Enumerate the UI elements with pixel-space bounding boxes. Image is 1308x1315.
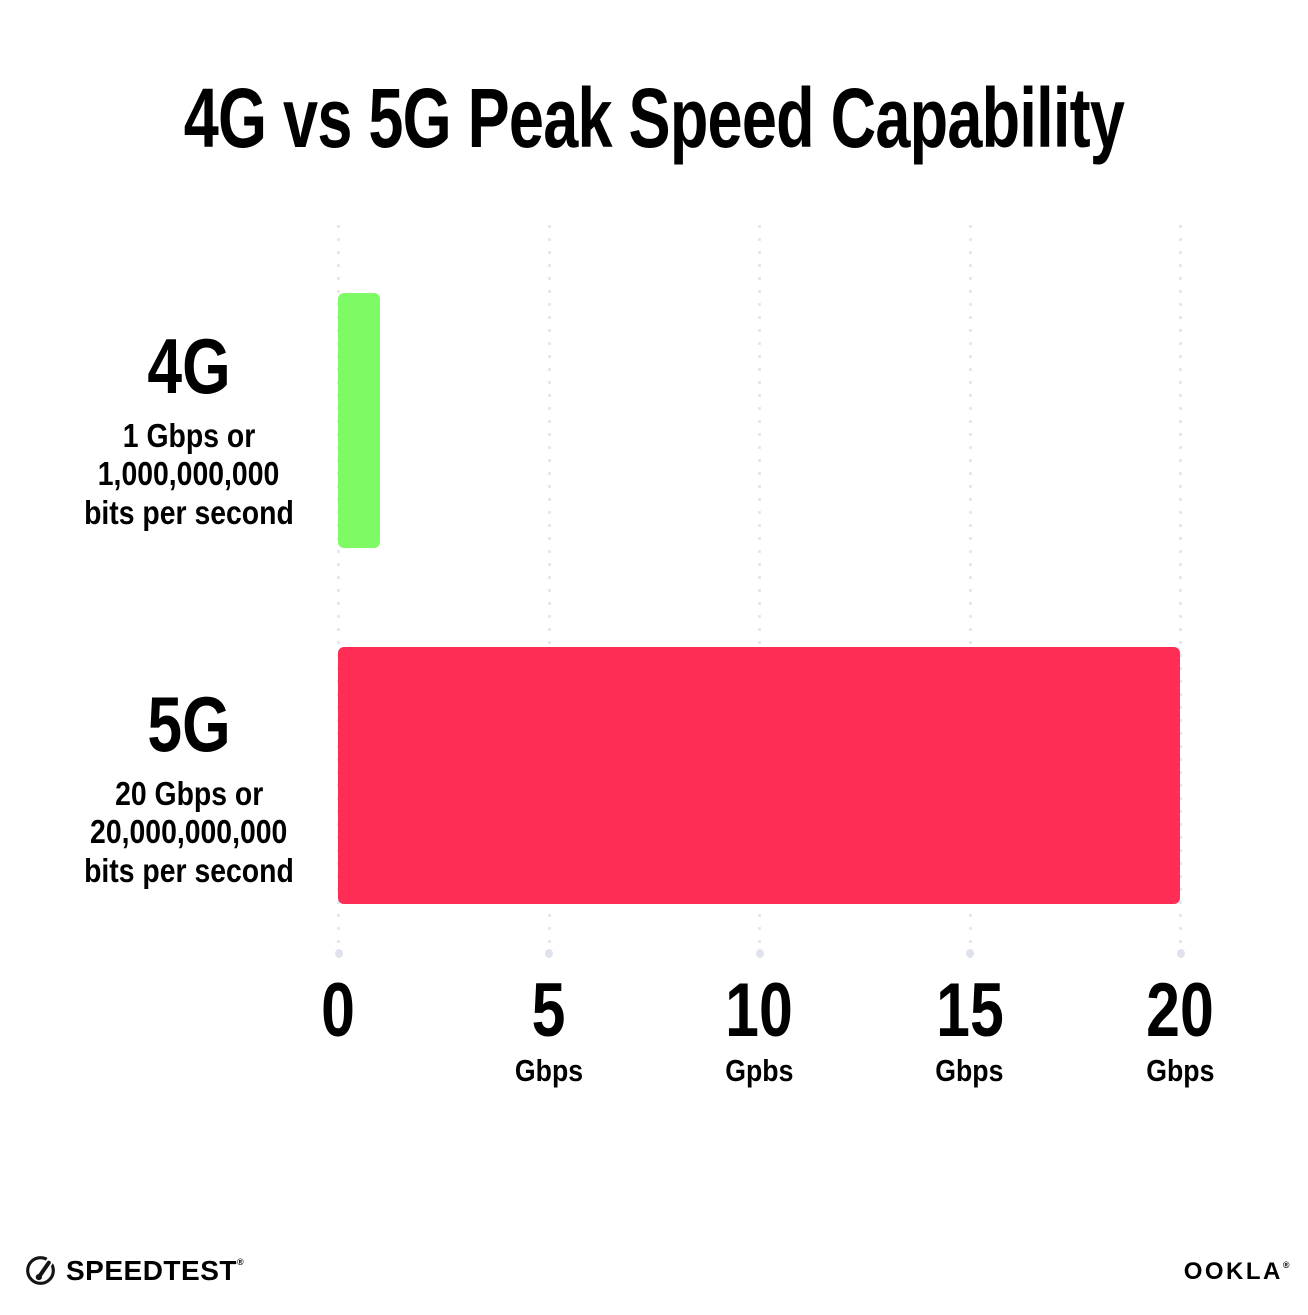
row-label-5g-title: 5G (147, 680, 231, 768)
page-title-text: 4G vs 5G Peak Speed Capability (183, 71, 1125, 166)
x-tick-10: 10 Gpbs (717, 968, 802, 1089)
x-tick-15: 15 Gbps (927, 968, 1012, 1089)
x-tick-number: 15 (935, 968, 1004, 1053)
speedtest-gauge-icon (26, 1256, 55, 1285)
x-tick-unit: Gbps (514, 1053, 583, 1089)
x-tick-number: 20 (1146, 968, 1214, 1053)
x-tick-unit: Gbps (935, 1053, 1004, 1089)
row-label-4g-title: 4G (147, 322, 231, 410)
speedtest-logo: SPEEDTEST® (24, 1254, 244, 1287)
row-label-4g-subtitle: 1 Gbps or 1,000,000,000 bits per second (28, 417, 350, 532)
row-label-5g-subtitle-line2: 20,000,000,000 (90, 813, 288, 851)
ookla-trademark: ® (1282, 1260, 1292, 1270)
gridline-0 (334, 225, 343, 958)
gridline-15 (966, 225, 974, 958)
row-label-4g: 4G 1 Gbps or 1,000,000,000 bits per seco… (28, 327, 350, 532)
row-label-5g-subtitle-line1: 20 Gbps or (114, 775, 264, 812)
x-tick-unit: Gpbs (724, 1053, 794, 1089)
x-tick-5: 5 Gbps (509, 968, 588, 1089)
x-tick-number: 5 (531, 968, 566, 1053)
row-label-5g-subtitle: 20 Gbps or 20,000,000,000 bits per secon… (28, 775, 350, 890)
row-label-4g-subtitle-line2: 1,000,000,000 (98, 455, 280, 493)
row-label-4g-subtitle-line3: bits per second (84, 493, 294, 531)
ookla-logo-text: OOKLA (1183, 1258, 1283, 1285)
row-label-4g-subtitle-line1: 1 Gbps or (122, 417, 256, 454)
gridline-20 (1176, 225, 1185, 958)
speedtest-logo-text: SPEEDTEST® (66, 1254, 245, 1286)
gridline-5 (545, 225, 553, 958)
x-tick-number: 10 (725, 968, 793, 1053)
x-tick-20: 20 Gbps (1138, 968, 1223, 1089)
x-tick-unit: Gbps (1145, 1053, 1215, 1089)
gridline-10 (755, 225, 764, 958)
bar-4g (338, 293, 380, 548)
ookla-logo: OOKLA® (1184, 1258, 1292, 1286)
row-label-5g: 5G 20 Gbps or 20,000,000,000 bits per se… (28, 685, 350, 890)
x-tick-number: 0 (321, 968, 355, 1053)
row-label-5g-subtitle-line3: bits per second (84, 851, 294, 889)
bar-5g (338, 647, 1180, 904)
speedtest-trademark: ® (236, 1256, 245, 1267)
x-tick-0: 0 (317, 968, 359, 1053)
page-title: 4G vs 5G Peak Speed Capability (0, 71, 1308, 166)
